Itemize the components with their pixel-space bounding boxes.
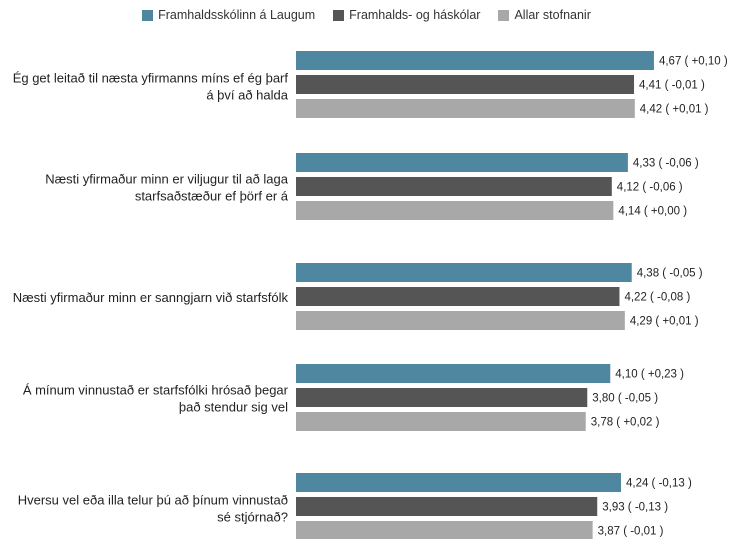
data-label: 4,10 ( +0,23 ) xyxy=(615,369,684,381)
category-label: Á mínum vinnustað er starfsfólki hrósað … xyxy=(23,383,289,398)
bar-group: Næsti yfirmaður minn er viljugur til að … xyxy=(45,153,699,220)
category-label: Ég get leitað til næsta yfirmanns míns e… xyxy=(13,71,289,86)
data-label: 3,78 ( +0,02 ) xyxy=(591,417,660,429)
bar xyxy=(296,388,588,407)
data-label: 4,42 ( +0,01 ) xyxy=(640,104,709,116)
legend-swatch-framhalds xyxy=(333,9,345,21)
bar xyxy=(296,521,593,539)
chart-legend: Framhaldsskólinn á Laugum Framhalds- og … xyxy=(0,8,733,22)
data-label: 4,67 ( +0,10 ) xyxy=(659,56,728,68)
bar xyxy=(296,364,611,383)
category-label: það stendur sig vel xyxy=(179,400,288,415)
bar-group: Á mínum vinnustað er starfsfólki hrósað … xyxy=(23,364,684,431)
legend-swatch-allar xyxy=(498,9,510,21)
category-label: Hversu vel eða illa telur þú að þínum vi… xyxy=(18,493,288,508)
data-label: 3,93 ( -0,13 ) xyxy=(602,502,668,514)
data-label: 4,14 ( +0,00 ) xyxy=(618,206,687,218)
legend-item-framhalds: Framhalds- og háskólar xyxy=(333,8,480,22)
bar xyxy=(296,412,586,431)
legend-label-framhalds: Framhalds- og háskólar xyxy=(349,8,481,22)
category-label: Næsti yfirmaður minn er viljugur til að … xyxy=(45,172,289,187)
legend-label-allar: Allar stofnanir xyxy=(514,8,591,22)
data-label: 4,12 ( -0,06 ) xyxy=(617,182,683,194)
bar xyxy=(296,51,654,70)
bar xyxy=(296,99,635,118)
bar xyxy=(296,201,614,220)
bar-group: Næsti yfirmaður minn er sanngjarn við st… xyxy=(13,263,703,330)
bar xyxy=(296,75,635,94)
bar-group: Hversu vel eða illa telur þú að þínum vi… xyxy=(18,473,692,539)
bar xyxy=(296,497,598,516)
data-label: 4,38 ( -0,05 ) xyxy=(637,268,703,280)
category-label: Næsti yfirmaður minn er sanngjarn við st… xyxy=(13,290,289,305)
data-label: 4,22 ( -0,08 ) xyxy=(624,292,690,304)
bar xyxy=(296,153,628,172)
legend-label-laugum: Framhaldsskólinn á Laugum xyxy=(158,8,316,22)
data-label: 3,80 ( -0,05 ) xyxy=(592,393,658,405)
bar-group: Ég get leitað til næsta yfirmanns míns e… xyxy=(13,51,728,118)
data-label: 4,33 ( -0,06 ) xyxy=(633,158,699,170)
legend-swatch-laugum xyxy=(142,9,154,21)
bar xyxy=(296,263,632,282)
bar xyxy=(296,311,625,330)
legend-item-allar: Allar stofnanir xyxy=(498,8,591,22)
data-label: 4,24 ( -0,13 ) xyxy=(626,478,692,490)
category-label: á því að halda xyxy=(206,88,288,103)
category-label: starfsaðstæður ef þörf er á xyxy=(135,189,289,204)
legend-item-laugum: Framhaldsskólinn á Laugum xyxy=(142,8,315,22)
data-label: 3,87 ( -0,01 ) xyxy=(598,526,664,538)
category-label: sé stjórnað? xyxy=(217,510,288,525)
data-label: 4,41 ( -0,01 ) xyxy=(639,80,705,92)
bar xyxy=(296,287,620,306)
data-label: 4,29 ( +0,01 ) xyxy=(630,316,699,328)
bar xyxy=(296,177,612,196)
bar xyxy=(296,473,621,492)
